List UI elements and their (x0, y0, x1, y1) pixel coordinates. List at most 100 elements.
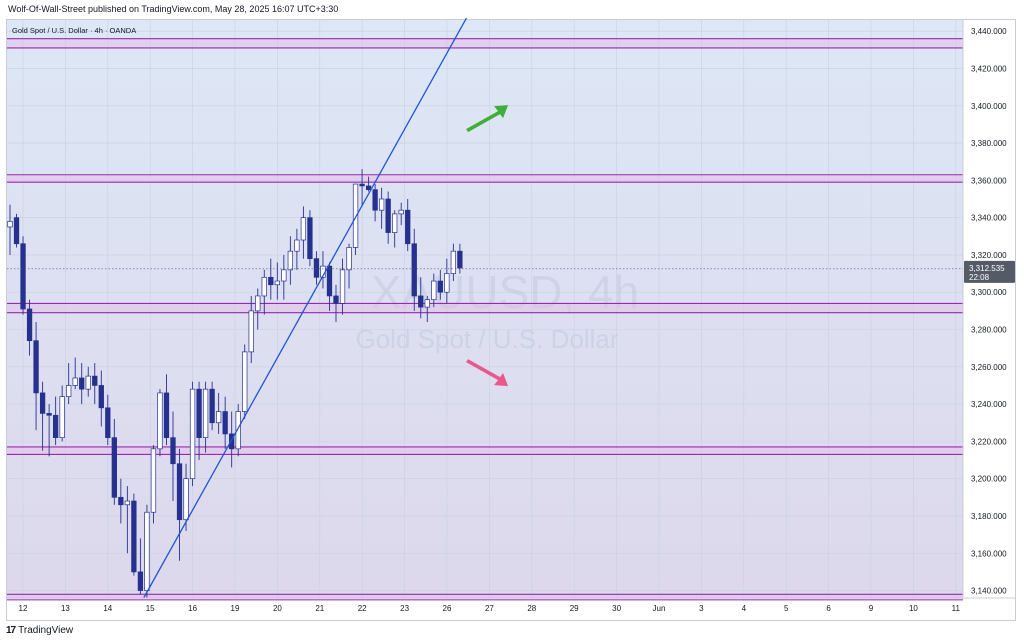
candle-bull (150, 448, 157, 513)
candle-bear (313, 258, 320, 278)
time-tick-label: 15 (146, 604, 155, 613)
time-tick-label: 21 (315, 604, 324, 613)
candle-bull (378, 198, 385, 211)
candle-bear (222, 411, 228, 435)
candle-bear (137, 571, 144, 591)
candle-bull (144, 511, 150, 591)
candle-bear (39, 392, 46, 414)
candle-bear (98, 385, 104, 409)
time-tick-label: 12 (19, 604, 28, 613)
candle-bear (20, 243, 26, 310)
time-tick-label: 16 (188, 604, 197, 613)
arrow-up-icon (466, 105, 509, 133)
candle-bear (79, 377, 85, 390)
time-tick-label: 14 (103, 604, 112, 613)
candle-bull (255, 295, 261, 312)
candle-bull (300, 217, 307, 241)
time-tick-label: 20 (273, 604, 282, 613)
price-tick-label: 3,400.000 (971, 102, 1007, 111)
candle-bear (92, 375, 98, 386)
candle-bear (372, 189, 378, 211)
candle-bull (281, 269, 287, 282)
candle-bear (111, 437, 117, 498)
candle-bull (202, 388, 209, 439)
zone-fill (7, 38, 963, 48)
candle-bear (405, 209, 411, 245)
price-zones (7, 38, 963, 601)
time-tick-label: 19 (231, 604, 240, 613)
publish-info: Wolf-Of-Wall-Street published on Trading… (8, 4, 339, 14)
candle-bear (307, 217, 313, 260)
candle-bull (352, 183, 359, 248)
candle-bull (7, 221, 13, 228)
candle-bear (26, 308, 33, 342)
price-tick-label: 3,260.000 (971, 363, 1007, 372)
candle-bull (157, 392, 163, 450)
candle-bear (365, 185, 372, 191)
price-axis[interactable]: 3,140.000 3,160.000 3,180.000 3,200.000 3,22… (971, 27, 1007, 595)
tradingview-logo-icon: 17 (6, 625, 16, 636)
time-tick-label: 30 (612, 604, 621, 613)
arrow-down-icon (466, 359, 509, 387)
time-tick-label: 23 (400, 604, 409, 613)
candle-bull (444, 273, 450, 293)
zone-fill (7, 446, 963, 455)
time-axis[interactable]: 12 13 14 15 16 19 20 21 22 23 26 27 28 29 30 Jun 3 4 5 6 9 10… (19, 604, 961, 613)
time-tick-label: 4 (742, 604, 747, 613)
price-tick-label: 3,140.000 (971, 587, 1007, 596)
price-tick-label: 3,220.000 (971, 437, 1007, 446)
price-tick-label: 3,280.000 (971, 326, 1007, 335)
zone-fill (7, 594, 963, 600)
price-tick-label: 3,320.000 (971, 251, 1007, 260)
price-tick-label: 3,340.000 (971, 214, 1007, 223)
price-tick-label: 3,380.000 (971, 139, 1007, 148)
price-tick-label: 3,180.000 (971, 512, 1007, 521)
current-price-label: 3,312.535 (969, 264, 1005, 273)
candle-bull (183, 478, 189, 521)
candle-bull (66, 385, 72, 397)
trendline-group[interactable] (143, 17, 467, 599)
price-tick-label: 3,300.000 (971, 288, 1007, 297)
grid-lines (7, 20, 963, 598)
direction-arrows (466, 105, 509, 387)
candle-bear (418, 295, 424, 308)
candle-bull (274, 280, 280, 286)
candle-bear (131, 500, 137, 573)
candle-bear (209, 388, 215, 424)
time-tick-label: 28 (527, 604, 536, 613)
price-tick-label: 3,360.000 (971, 176, 1007, 185)
price-tick-label: 3,420.000 (971, 64, 1007, 73)
footer: 17 TradingView (6, 625, 73, 636)
symbol-legend: Gold Spot / U.S. Dollar · 4h · OANDA (12, 26, 136, 35)
time-tick-label: 9 (869, 604, 874, 613)
candle-bear (105, 407, 111, 439)
footer-brand: TradingView (18, 625, 74, 636)
time-tick-label: 29 (570, 604, 579, 613)
candle-bull (189, 388, 196, 480)
current-price-label-box (964, 260, 1015, 283)
candle-bull (215, 411, 222, 424)
candle-bear (170, 437, 176, 465)
candle-bull (339, 269, 346, 304)
price-tick-label: 3,440.000 (971, 27, 1007, 36)
time-tick-label: Jun (653, 604, 666, 613)
candle-bear (33, 340, 39, 394)
candle-bear (196, 388, 202, 439)
time-tick-label: 3 (699, 604, 704, 613)
candle-bear (385, 198, 391, 233)
candle-bear (52, 414, 59, 439)
watermark-description: Gold Spot / U.S. Dollar (356, 324, 619, 354)
candle-bull (59, 396, 65, 439)
zone-fill (7, 303, 963, 313)
candle-bear (333, 295, 339, 304)
countdown-label: 22:08 (969, 273, 990, 282)
chart-frame (6, 19, 1016, 621)
candle-bull (450, 250, 457, 274)
candle-bull (72, 377, 78, 386)
candle-bear (437, 280, 443, 293)
ascending-trendline (143, 17, 467, 599)
candle-bull (392, 213, 398, 233)
time-tick-label: 13 (61, 604, 70, 613)
